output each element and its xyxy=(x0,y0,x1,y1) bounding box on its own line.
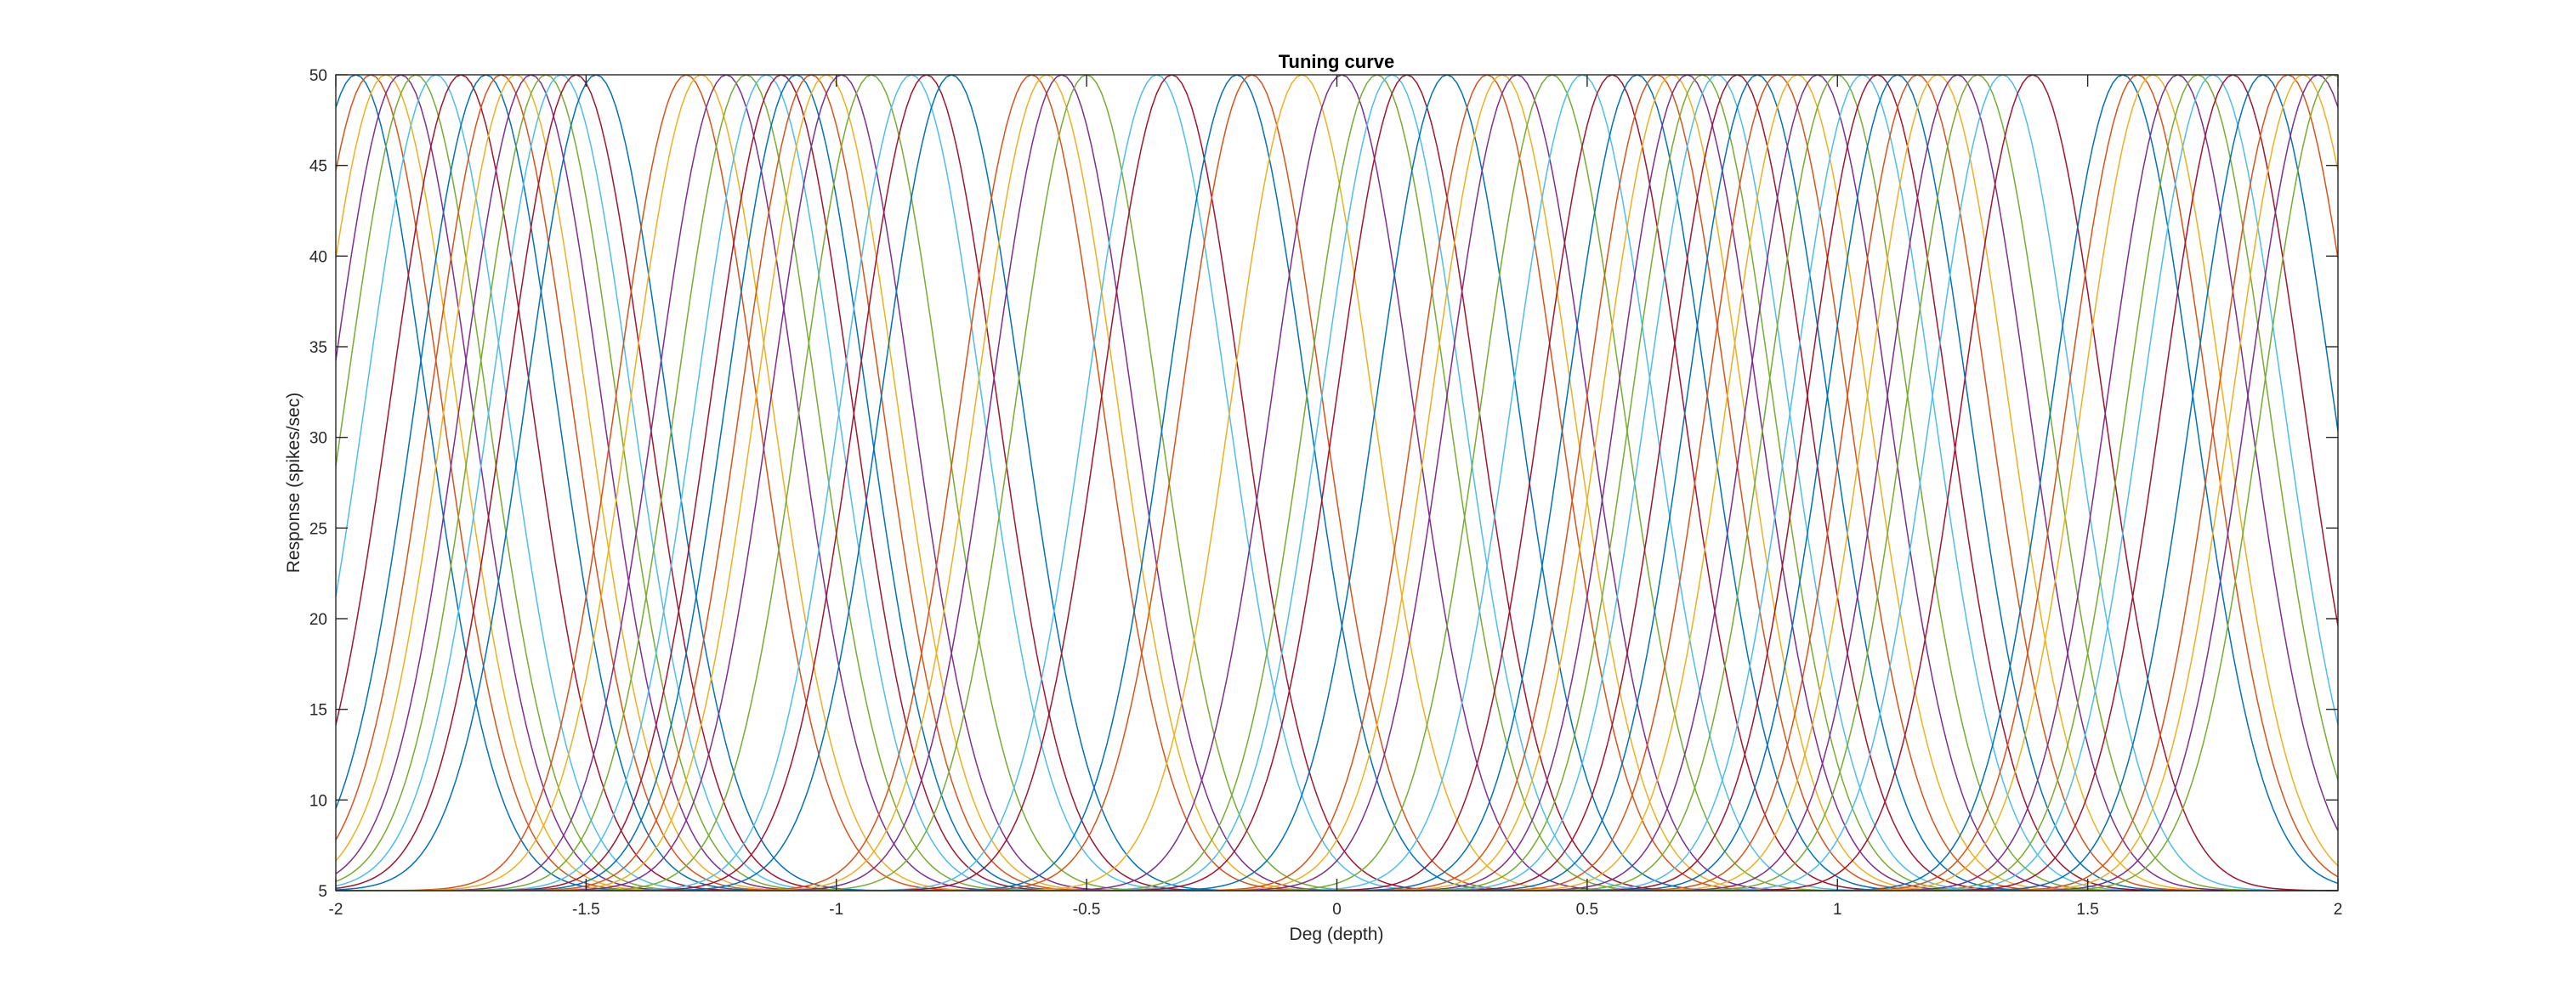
y-tick-label: 40 xyxy=(309,248,327,266)
y-tick-group: 5 10 15 20 25 30 35 40 45 50 xyxy=(309,67,2338,901)
x-tick-label: 1.5 xyxy=(2076,901,2098,919)
y-tick-label: 15 xyxy=(309,702,327,720)
x-tick-label: 0 xyxy=(1332,901,1342,919)
y-tick-label: 25 xyxy=(309,520,327,538)
x-tick-label: 1 xyxy=(1833,901,1842,919)
y-axis-label: Response (spikes/sec) xyxy=(284,393,304,573)
x-tick-label: -2 xyxy=(329,901,343,919)
y-tick-label: 5 xyxy=(318,883,327,901)
y-tick-label: 20 xyxy=(309,611,327,629)
y-tick-label: 45 xyxy=(309,158,327,176)
plot-area: -2 -1.5 -1 -0.5 0 0.5 1 1.5 2 510152025303540455… xyxy=(309,67,2342,919)
x-tick-label: 2 xyxy=(2334,901,2343,919)
axes-background xyxy=(336,75,2338,891)
y-tick-label: 50 xyxy=(309,67,327,85)
y-tick-label: 10 xyxy=(309,792,327,810)
x-tick-group: -2 -1.5 -1 -0.5 0 0.5 1 1.5 2 xyxy=(329,75,2343,919)
chart-title: Tuning curve xyxy=(1279,51,1395,72)
x-tick-label: -1 xyxy=(829,901,843,919)
x-axis-label: Deg (depth) xyxy=(1290,925,1384,944)
y-tick-label: 35 xyxy=(309,339,327,357)
y-tick-label: 30 xyxy=(309,430,327,448)
x-tick-label: -0.5 xyxy=(1073,901,1101,919)
x-tick-label: 0.5 xyxy=(1576,901,1598,919)
x-tick-label: -1.5 xyxy=(572,901,600,919)
